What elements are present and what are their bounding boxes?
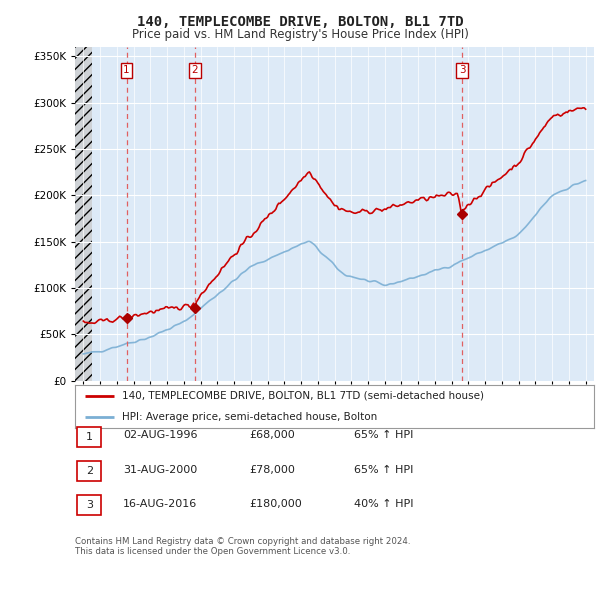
Text: 65% ↑ HPI: 65% ↑ HPI <box>354 431 413 440</box>
Text: 31-AUG-2000: 31-AUG-2000 <box>123 465 197 474</box>
Text: 3: 3 <box>459 65 466 76</box>
Text: 2: 2 <box>191 65 198 76</box>
FancyBboxPatch shape <box>77 495 101 515</box>
Text: 2: 2 <box>86 466 93 476</box>
Text: 02-AUG-1996: 02-AUG-1996 <box>123 431 197 440</box>
Text: £78,000: £78,000 <box>249 465 295 474</box>
Text: HPI: Average price, semi-detached house, Bolton: HPI: Average price, semi-detached house,… <box>122 412 377 422</box>
Text: 140, TEMPLECOMBE DRIVE, BOLTON, BL1 7TD: 140, TEMPLECOMBE DRIVE, BOLTON, BL1 7TD <box>137 15 463 29</box>
Text: Price paid vs. HM Land Registry's House Price Index (HPI): Price paid vs. HM Land Registry's House … <box>131 28 469 41</box>
Text: 1: 1 <box>86 432 93 441</box>
Text: 1: 1 <box>123 65 130 76</box>
Text: 3: 3 <box>86 500 93 510</box>
Text: £68,000: £68,000 <box>249 431 295 440</box>
Text: £180,000: £180,000 <box>249 499 302 509</box>
Text: This data is licensed under the Open Government Licence v3.0.: This data is licensed under the Open Gov… <box>75 547 350 556</box>
Text: 140, TEMPLECOMBE DRIVE, BOLTON, BL1 7TD (semi-detached house): 140, TEMPLECOMBE DRIVE, BOLTON, BL1 7TD … <box>122 391 484 401</box>
Text: Contains HM Land Registry data © Crown copyright and database right 2024.: Contains HM Land Registry data © Crown c… <box>75 537 410 546</box>
Bar <box>75 47 92 381</box>
Text: 16-AUG-2016: 16-AUG-2016 <box>123 499 197 509</box>
Text: 65% ↑ HPI: 65% ↑ HPI <box>354 465 413 474</box>
Text: 40% ↑ HPI: 40% ↑ HPI <box>354 499 413 509</box>
FancyBboxPatch shape <box>77 427 101 447</box>
FancyBboxPatch shape <box>77 461 101 481</box>
